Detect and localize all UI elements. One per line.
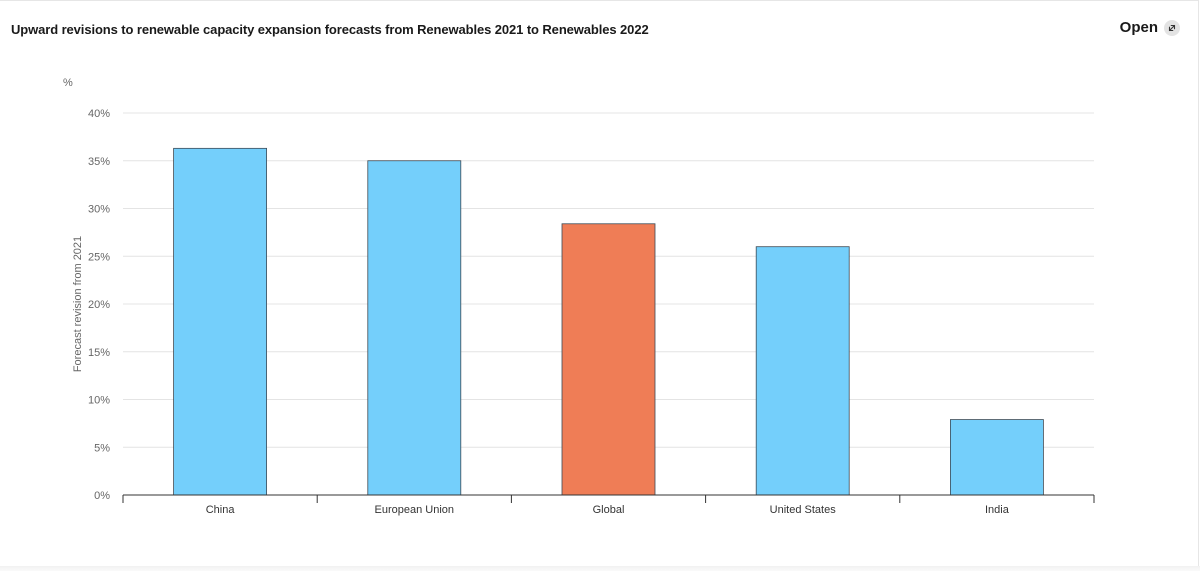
y-tick-label: 35% <box>88 156 110 168</box>
y-axis-title: Forecast revision from 2021 <box>72 236 84 372</box>
y-tick-label: 25% <box>88 251 110 263</box>
bar-united-states[interactable] <box>755 246 850 496</box>
y-tick-labels: 0% 5% 10% 15% 20% 25% 30% 35% 40% <box>88 108 110 502</box>
y-tick-label: 40% <box>88 108 110 120</box>
bar-china[interactable] <box>173 147 268 496</box>
y-unit-label: % <box>63 77 73 89</box>
bar-india[interactable] <box>950 419 1044 496</box>
y-tick-label: 5% <box>94 442 110 454</box>
y-tick-label: 20% <box>88 299 110 311</box>
x-tick-label: European Union <box>375 504 455 516</box>
y-tick-label: 10% <box>88 395 110 407</box>
y-tick-label: 30% <box>88 204 110 216</box>
x-tick-label: United States <box>770 504 837 516</box>
x-axis <box>122 494 1095 503</box>
open-label: Open <box>1119 19 1158 36</box>
bottom-edge <box>0 566 1200 571</box>
y-tick-label: 0% <box>94 490 110 502</box>
bar-global[interactable] <box>561 223 656 496</box>
x-tick-labels: China European Union Global United States In… <box>206 504 1010 516</box>
open-button[interactable]: Open <box>1120 19 1180 36</box>
y-tick-label: 15% <box>88 347 110 359</box>
x-tick-label: India <box>985 504 1010 516</box>
x-tick-label: China <box>206 504 236 516</box>
chart-title: Upward revisions to renewable capacity e… <box>11 22 649 37</box>
bars <box>173 147 1044 496</box>
external-arrow-icon <box>1164 19 1180 36</box>
x-tick-label: Global <box>593 504 625 516</box>
bar-european-union[interactable] <box>367 160 462 496</box>
